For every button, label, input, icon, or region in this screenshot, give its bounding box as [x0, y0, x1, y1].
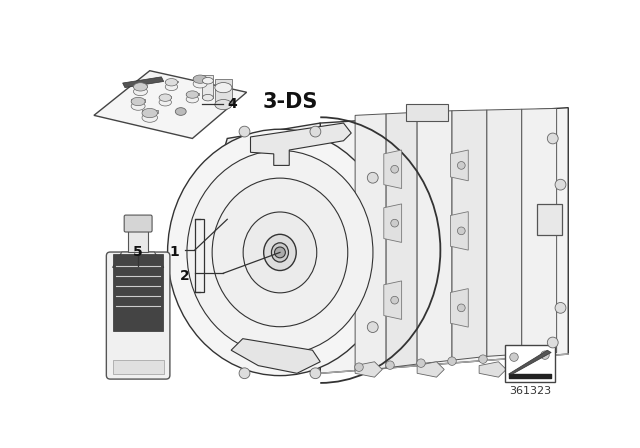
- Circle shape: [367, 172, 378, 183]
- Polygon shape: [451, 150, 468, 181]
- Bar: [193, 77, 207, 79]
- Text: 5: 5: [133, 246, 143, 259]
- Ellipse shape: [175, 108, 186, 116]
- Polygon shape: [452, 110, 487, 360]
- Bar: [186, 93, 198, 95]
- Circle shape: [547, 133, 558, 144]
- Bar: [215, 79, 232, 104]
- Circle shape: [275, 247, 285, 258]
- Polygon shape: [250, 123, 351, 165]
- Text: 361323: 361323: [509, 386, 551, 396]
- Polygon shape: [451, 211, 468, 250]
- Bar: [142, 110, 157, 113]
- Polygon shape: [320, 108, 568, 373]
- Text: 1: 1: [170, 246, 179, 259]
- Circle shape: [458, 162, 465, 169]
- Text: 3-DS: 3-DS: [262, 91, 317, 112]
- Ellipse shape: [134, 87, 147, 96]
- Circle shape: [386, 361, 394, 370]
- Polygon shape: [355, 114, 386, 371]
- Ellipse shape: [159, 99, 172, 106]
- Circle shape: [239, 126, 250, 137]
- Circle shape: [310, 126, 321, 137]
- Circle shape: [458, 227, 465, 235]
- Ellipse shape: [202, 78, 213, 84]
- Ellipse shape: [243, 212, 317, 293]
- Ellipse shape: [159, 94, 172, 101]
- Circle shape: [310, 368, 321, 379]
- Ellipse shape: [271, 243, 289, 262]
- Circle shape: [367, 322, 378, 332]
- Ellipse shape: [212, 178, 348, 327]
- Bar: [165, 81, 178, 82]
- Ellipse shape: [131, 102, 145, 110]
- Circle shape: [458, 304, 465, 312]
- Polygon shape: [208, 123, 320, 373]
- Ellipse shape: [168, 129, 392, 375]
- Polygon shape: [386, 112, 417, 368]
- Bar: [113, 360, 164, 374]
- Bar: [537, 204, 562, 235]
- Polygon shape: [417, 362, 444, 377]
- Bar: [159, 96, 172, 98]
- Polygon shape: [113, 252, 164, 267]
- Polygon shape: [231, 339, 320, 373]
- Bar: [113, 254, 163, 331]
- Polygon shape: [384, 204, 402, 242]
- Circle shape: [391, 220, 399, 227]
- Circle shape: [391, 296, 399, 304]
- Circle shape: [547, 337, 558, 348]
- Ellipse shape: [142, 108, 157, 118]
- Polygon shape: [487, 109, 522, 356]
- Text: 2: 2: [180, 268, 190, 283]
- Bar: [134, 85, 147, 87]
- Circle shape: [355, 363, 364, 371]
- Ellipse shape: [165, 78, 178, 86]
- Bar: [128, 230, 148, 252]
- Ellipse shape: [193, 80, 207, 88]
- Ellipse shape: [193, 75, 207, 83]
- Bar: [406, 104, 448, 121]
- FancyBboxPatch shape: [106, 252, 170, 379]
- Polygon shape: [509, 350, 551, 374]
- Ellipse shape: [215, 82, 232, 93]
- FancyBboxPatch shape: [124, 215, 152, 232]
- Polygon shape: [384, 150, 402, 189]
- Polygon shape: [479, 362, 506, 377]
- Bar: [202, 75, 213, 98]
- Polygon shape: [451, 289, 468, 327]
- Circle shape: [417, 359, 425, 367]
- Bar: [131, 99, 145, 102]
- Ellipse shape: [187, 151, 373, 354]
- Polygon shape: [384, 281, 402, 319]
- Circle shape: [509, 353, 518, 362]
- Circle shape: [239, 368, 250, 379]
- Polygon shape: [94, 71, 246, 138]
- Ellipse shape: [134, 83, 147, 91]
- Bar: [505, 345, 555, 382]
- Circle shape: [391, 165, 399, 173]
- Circle shape: [555, 179, 566, 190]
- Polygon shape: [355, 362, 382, 377]
- Circle shape: [555, 302, 566, 313]
- Ellipse shape: [186, 91, 198, 98]
- Circle shape: [541, 351, 549, 359]
- Circle shape: [479, 355, 487, 363]
- Ellipse shape: [165, 83, 178, 90]
- Ellipse shape: [264, 234, 296, 271]
- Polygon shape: [417, 111, 452, 364]
- Text: 4: 4: [227, 97, 237, 111]
- Ellipse shape: [215, 99, 232, 110]
- Polygon shape: [123, 77, 164, 88]
- Ellipse shape: [142, 113, 157, 122]
- Ellipse shape: [202, 95, 213, 101]
- Circle shape: [448, 357, 456, 366]
- Polygon shape: [522, 108, 557, 354]
- Ellipse shape: [186, 95, 198, 103]
- Ellipse shape: [131, 97, 145, 106]
